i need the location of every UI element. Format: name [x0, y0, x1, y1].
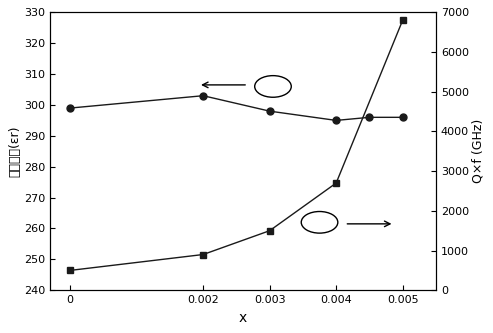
X-axis label: x: x [239, 311, 247, 325]
Y-axis label: 介电常数(εr): 介电常数(εr) [8, 126, 21, 177]
Y-axis label: Q×f (GHz): Q×f (GHz) [472, 119, 485, 183]
